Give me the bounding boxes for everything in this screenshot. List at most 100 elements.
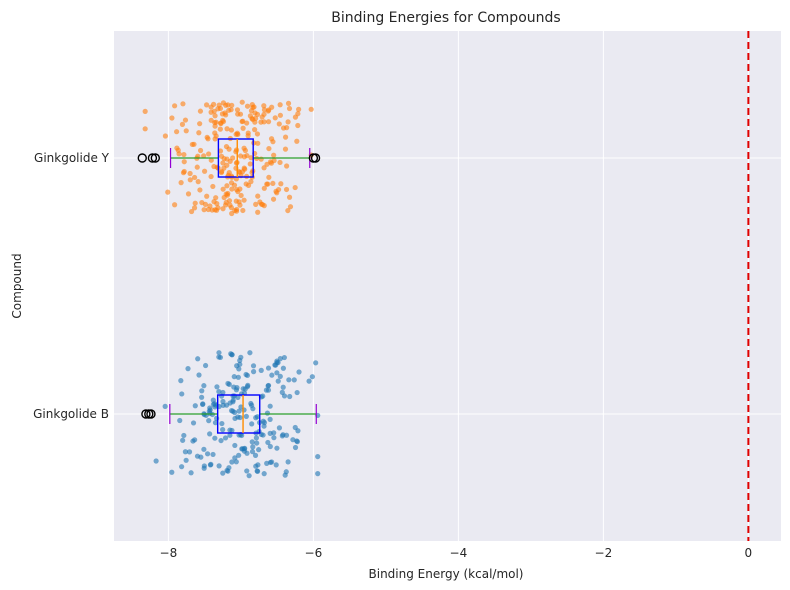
data-point xyxy=(192,403,198,409)
data-point xyxy=(178,378,184,384)
data-point xyxy=(216,463,222,469)
data-point xyxy=(220,186,226,192)
data-point xyxy=(182,449,189,455)
data-point xyxy=(280,384,286,390)
data-point xyxy=(235,131,241,138)
data-point xyxy=(258,367,264,373)
data-point xyxy=(165,189,171,195)
data-point xyxy=(200,401,206,408)
data-point xyxy=(206,418,212,424)
data-point xyxy=(210,401,217,407)
data-point xyxy=(244,450,250,456)
data-point xyxy=(188,208,195,215)
data-point xyxy=(213,119,219,125)
data-point xyxy=(220,160,226,166)
data-point xyxy=(282,146,289,152)
box xyxy=(217,138,254,178)
data-point xyxy=(265,119,272,125)
data-point xyxy=(236,366,242,372)
data-point xyxy=(226,107,232,113)
data-point xyxy=(273,462,279,468)
data-point xyxy=(250,363,257,369)
data-point xyxy=(187,177,193,183)
data-point xyxy=(199,388,205,394)
data-point xyxy=(220,206,226,212)
data-point xyxy=(315,453,321,460)
jitter-points xyxy=(142,99,321,479)
data-point xyxy=(207,431,213,437)
data-point xyxy=(244,103,251,109)
data-point xyxy=(281,354,287,361)
data-point xyxy=(255,193,261,199)
data-point xyxy=(230,397,236,403)
data-point xyxy=(283,432,290,438)
data-point xyxy=(281,393,288,399)
data-point xyxy=(244,120,250,126)
data-point xyxy=(210,451,216,458)
data-point xyxy=(197,121,203,127)
data-point xyxy=(174,145,180,151)
data-point xyxy=(202,362,209,369)
data-point xyxy=(172,103,178,109)
data-point xyxy=(227,158,233,164)
data-point xyxy=(224,126,230,132)
data-point xyxy=(179,464,185,470)
data-point xyxy=(203,102,210,108)
data-point xyxy=(255,140,261,146)
data-point xyxy=(285,100,292,106)
data-point xyxy=(277,373,283,379)
data-point xyxy=(208,173,214,180)
data-point xyxy=(270,180,276,187)
data-point xyxy=(220,398,226,405)
data-point xyxy=(244,468,250,474)
chart-title: Binding Energies for Compounds xyxy=(331,10,560,26)
data-point xyxy=(233,208,240,214)
data-point xyxy=(280,125,287,131)
data-point xyxy=(261,471,267,477)
data-point xyxy=(229,459,235,465)
data-point xyxy=(207,462,214,468)
data-point xyxy=(185,366,191,372)
data-point xyxy=(270,196,277,202)
data-point xyxy=(252,127,258,133)
data-point xyxy=(292,444,299,451)
data-point xyxy=(180,437,186,443)
data-point xyxy=(228,127,235,133)
box xyxy=(216,394,261,434)
data-point xyxy=(291,377,297,383)
data-point xyxy=(201,153,207,159)
data-point xyxy=(240,207,246,214)
data-point xyxy=(229,102,235,108)
y-tick-label: Ginkgolide Y xyxy=(34,151,110,165)
data-point xyxy=(250,406,256,412)
data-point xyxy=(253,201,259,207)
data-point xyxy=(296,369,302,375)
data-point xyxy=(256,447,262,453)
data-point xyxy=(254,440,260,446)
data-point xyxy=(259,114,265,120)
data-point xyxy=(295,111,301,117)
data-point xyxy=(214,384,220,390)
box-plots xyxy=(137,138,321,434)
data-point xyxy=(255,209,261,215)
data-point xyxy=(265,383,271,389)
data-point xyxy=(277,159,283,166)
data-point xyxy=(250,444,256,450)
data-point xyxy=(208,104,214,110)
data-point xyxy=(266,174,272,180)
data-point xyxy=(190,420,197,426)
data-point xyxy=(216,388,222,395)
data-point xyxy=(212,136,218,142)
data-point xyxy=(199,394,205,400)
data-point xyxy=(213,195,219,201)
data-point xyxy=(266,107,272,113)
data-point xyxy=(258,156,264,162)
data-point xyxy=(248,155,254,161)
data-point xyxy=(238,404,244,410)
data-point xyxy=(294,389,300,396)
data-point xyxy=(275,186,282,193)
data-point xyxy=(194,453,201,459)
data-point xyxy=(306,378,312,384)
